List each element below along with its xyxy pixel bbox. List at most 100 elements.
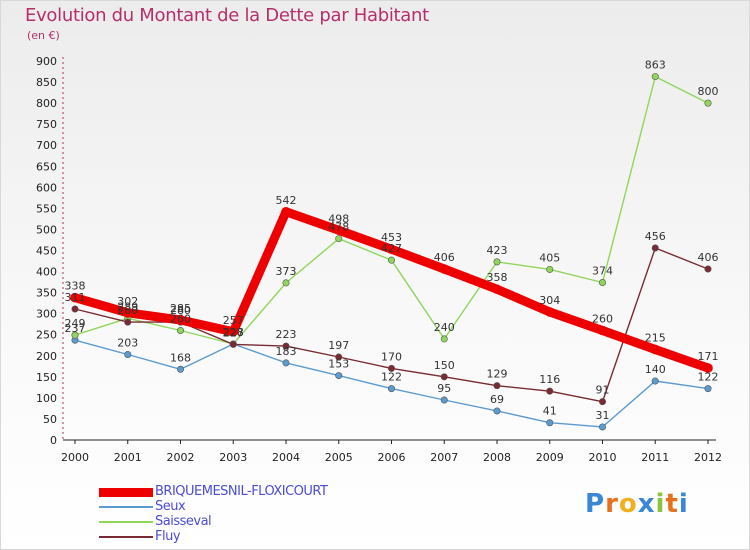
label-briquemesnil-floxicourt-2012: 171 (698, 350, 719, 363)
point-seux-2002 (177, 365, 185, 373)
y-tick-650: 650 (36, 160, 57, 173)
label-briquemesnil-floxicourt-2010: 260 (592, 313, 613, 326)
point-fluy-2006 (387, 364, 395, 372)
point-saisseval-2010 (598, 279, 606, 287)
point-briquemesnil-floxicourt-2001 (122, 308, 133, 318)
point-seux-2007 (440, 396, 448, 404)
legend-label-saisseval: Saisseval (155, 514, 212, 529)
point-briquemesnil-floxicourt-2006 (386, 244, 397, 255)
legend-swatch-saisseval (99, 521, 153, 523)
x-tick-2010: 2010 (589, 451, 617, 464)
x-tick-2011: 2011 (641, 451, 669, 464)
y-tick-600: 600 (36, 181, 57, 194)
y-tick-100: 100 (36, 392, 57, 405)
x-tick-2009: 2009 (536, 451, 564, 464)
legend-swatch-seux (99, 506, 153, 508)
label-briquemesnil-floxicourt-2003: 257 (223, 314, 244, 327)
legend-label-seux: Seux (155, 499, 186, 514)
logo-letter: i (678, 489, 689, 519)
label-seux-2009: 41 (543, 405, 557, 418)
point-seux-2001 (124, 351, 132, 359)
y-tick-900: 900 (36, 55, 57, 68)
point-saisseval-2004 (282, 279, 290, 287)
label-seux-2003: 228 (223, 326, 244, 339)
chart-subtitle: (en €) (27, 29, 60, 42)
point-briquemesnil-floxicourt-2002 (175, 315, 186, 325)
label-fluy-2010: 91 (596, 384, 610, 397)
label-saisseval-2012: 800 (698, 85, 719, 98)
point-saisseval-2011 (651, 73, 659, 81)
label-fluy-2009: 116 (539, 373, 560, 386)
label-briquemesnil-floxicourt-2008: 358 (487, 271, 508, 284)
label-fluy-2008: 129 (487, 368, 508, 381)
label-seux-2002: 168 (170, 351, 191, 364)
label-fluy-2003: 227 (223, 326, 244, 339)
logo-letter: P (585, 489, 606, 519)
logo-letter: i (655, 489, 666, 519)
y-tick-550: 550 (36, 202, 57, 215)
legend-swatch-briquemesnil-floxicourt (99, 487, 153, 497)
point-fluy-2010 (598, 398, 606, 406)
point-saisseval-2012 (704, 99, 712, 107)
label-saisseval-2009: 405 (539, 251, 560, 264)
label-seux-2000: 237 (65, 322, 86, 335)
label-saisseval-2011: 863 (645, 59, 666, 72)
y-tick-400: 400 (36, 266, 57, 279)
label-fluy-2002: 280 (170, 304, 191, 317)
point-fluy-2008 (493, 382, 501, 390)
point-fluy-2004 (282, 342, 290, 350)
x-tick-2001: 2001 (114, 451, 142, 464)
label-briquemesnil-floxicourt-2007: 406 (434, 251, 455, 264)
point-briquemesnil-floxicourt-2009 (544, 307, 555, 317)
logo-letter: t (665, 489, 679, 519)
point-briquemesnil-floxicourt-2007 (439, 264, 450, 274)
point-saisseval-2007 (440, 335, 448, 343)
x-tick-2004: 2004 (272, 451, 300, 464)
y-tick-750: 750 (36, 118, 57, 131)
legend-swatch-fluy (99, 536, 153, 538)
logo-letter: o (618, 489, 638, 519)
label-fluy-2005: 197 (328, 339, 349, 352)
label-seux-2012: 122 (698, 371, 719, 384)
x-tick-2012: 2012 (694, 451, 722, 464)
point-seux-2004 (282, 359, 290, 367)
label-saisseval-2007: 240 (434, 321, 455, 334)
label-fluy-2007: 150 (434, 359, 455, 372)
y-tick-300: 300 (36, 308, 57, 321)
x-tick-2005: 2005 (325, 451, 353, 464)
point-saisseval-2005 (335, 235, 343, 243)
label-briquemesnil-floxicourt-2001: 302 (117, 295, 138, 308)
y-tick-50: 50 (43, 413, 57, 426)
series-points (70, 73, 713, 431)
point-fluy-2009 (546, 387, 554, 395)
point-briquemesnil-floxicourt-2000 (70, 292, 80, 303)
label-saisseval-2004: 373 (276, 265, 297, 278)
label-seux-2005: 153 (328, 358, 349, 371)
point-seux-2010 (598, 423, 606, 431)
label-saisseval-2001: 289 (117, 300, 138, 313)
label-seux-2010: 31 (596, 409, 610, 422)
label-seux-2006: 122 (381, 371, 402, 384)
label-saisseval-2008: 423 (487, 244, 508, 257)
point-fluy-2012 (704, 265, 712, 273)
x-tick-2000: 2000 (61, 451, 89, 464)
label-saisseval-2010: 374 (592, 265, 613, 278)
label-seux-2004: 183 (276, 345, 297, 358)
y-tick-500: 500 (36, 223, 57, 236)
point-fluy-2003 (229, 340, 237, 348)
x-tick-2008: 2008 (483, 451, 511, 464)
point-briquemesnil-floxicourt-2004 (281, 206, 291, 217)
point-seux-2012 (704, 385, 712, 393)
data-labels: 237 203 168 228 183 153 122 95 69 41 31 140 122 249 28… (65, 59, 719, 422)
point-saisseval-2000 (71, 331, 79, 339)
y-tick-700: 700 (36, 139, 57, 152)
label-seux-2007: 95 (437, 382, 451, 395)
y-tick-150: 150 (36, 371, 57, 384)
label-saisseval-2003: 228 (223, 326, 244, 339)
label-briquemesnil-floxicourt-2009: 304 (539, 294, 560, 307)
point-briquemesnil-floxicourt-2012 (703, 363, 713, 373)
point-seux-2011 (651, 377, 659, 385)
point-fluy-2001 (124, 318, 132, 326)
point-seux-2008 (493, 407, 501, 415)
